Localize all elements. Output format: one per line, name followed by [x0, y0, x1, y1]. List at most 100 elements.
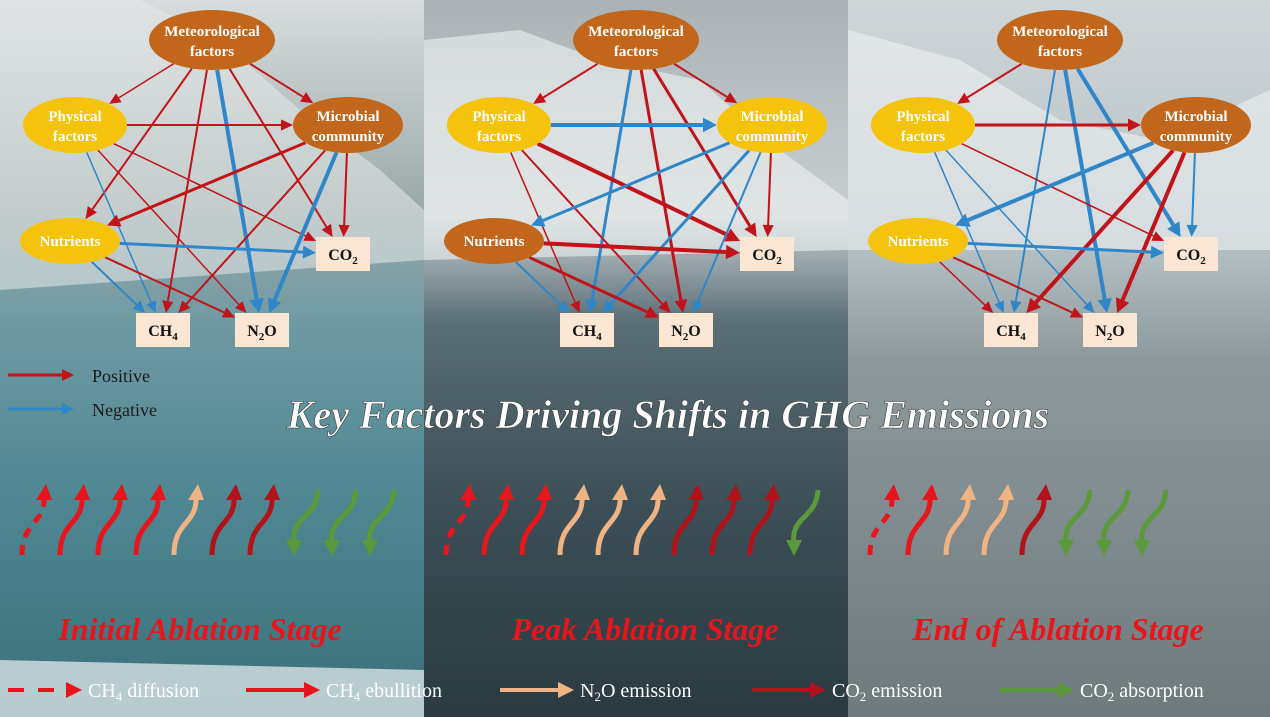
factor-label-physical: Physical	[472, 109, 525, 125]
influence-edge	[945, 149, 1088, 306]
legend-label-ch4_diffusion: CH4 diffusion	[88, 680, 199, 704]
influence-edge	[536, 141, 729, 237]
factor-label-nutrients: Nutrients	[464, 234, 525, 250]
factor-label-meteorological: factors	[614, 44, 658, 60]
influence-edge	[696, 151, 762, 303]
factor-label-meteorological: factors	[190, 44, 234, 60]
influence-edge	[514, 261, 562, 306]
influence-edge	[967, 241, 1152, 254]
influence-arrowhead	[762, 224, 774, 237]
influence-arrowhead	[674, 299, 688, 313]
influence-arrowhead	[1150, 245, 1164, 259]
factor-label-nutrients: Nutrients	[888, 234, 949, 250]
gas-label-n2o: N2O	[247, 323, 277, 343]
influence-arrowhead	[994, 300, 1004, 313]
influence-arrowhead	[955, 213, 971, 227]
factor-node-nutrients	[444, 218, 544, 264]
influence-edge	[767, 152, 772, 226]
flux-arrow-n	[171, 484, 204, 556]
legend-label-co2_absorption: CO2 absorption	[1080, 680, 1204, 704]
influence-edge	[510, 151, 576, 303]
influence-edge	[166, 69, 208, 302]
flux-arrow-a	[786, 489, 821, 556]
factor-label-meteorological: factors	[1038, 44, 1082, 60]
influence-arrowhead	[957, 92, 971, 104]
influence-arrowhead	[300, 92, 314, 104]
factor-node-microbial	[1141, 97, 1251, 153]
influence-edge	[952, 256, 1073, 314]
gas-label-ch4: CH4	[148, 323, 178, 343]
influence-edge	[113, 142, 306, 237]
influence-arrowhead	[85, 206, 97, 220]
gas-label-ch4: CH4	[572, 323, 602, 343]
flux-arrow-n	[595, 484, 628, 556]
stage-label-initial: Initial Ablation Stage	[57, 611, 341, 647]
factor-label-physical: factors	[477, 129, 521, 145]
influence-arrowhead	[221, 307, 235, 318]
influence-edge	[228, 68, 328, 228]
influence-arrowhead	[234, 300, 247, 313]
legend-negative-label: Negative	[92, 400, 157, 420]
influence-arrowhead	[1097, 297, 1112, 313]
factor-node-meteorological	[573, 10, 699, 70]
influence-edge	[543, 241, 727, 255]
flux-arrow-n	[633, 484, 666, 556]
influence-arrowhead	[321, 223, 333, 237]
factor-label-microbial: Microbial	[1164, 109, 1227, 125]
flux-arrow-c	[247, 484, 280, 556]
mountain-shape	[0, 0, 424, 290]
influence-edge	[249, 63, 304, 98]
influence-edge	[272, 151, 339, 301]
gas-label-ch4: CH4	[996, 323, 1026, 343]
factor-label-microbial: Microbial	[316, 109, 379, 125]
legend-label-n2o_emission: N2O emission	[580, 680, 692, 704]
factor-node-physical	[871, 97, 975, 153]
flux-arrow-a	[324, 489, 359, 556]
influence-arrowhead	[602, 299, 616, 313]
influence-edge	[934, 151, 1000, 303]
flux-arrow-a	[1096, 489, 1131, 556]
factor-node-microbial	[717, 97, 827, 153]
influence-edge	[590, 69, 633, 301]
flux-arrow-d	[19, 484, 52, 556]
influence-arrowhead	[724, 92, 738, 104]
flux-arrow-a	[1134, 489, 1169, 556]
influence-arrowhead	[533, 92, 547, 104]
flux-arrow-c	[709, 484, 742, 556]
flux-arrow-n	[943, 484, 976, 556]
gas-node-ch4	[136, 313, 190, 347]
influence-arrowhead	[1128, 118, 1141, 132]
legend-arrowhead-ch4_ebullition	[304, 682, 320, 698]
factor-label-nutrients: Nutrients	[40, 234, 101, 250]
influence-arrowhead	[302, 245, 316, 259]
influence-arrowhead	[1082, 300, 1095, 313]
influence-edge	[119, 241, 304, 254]
influence-arrowhead	[658, 300, 671, 313]
influence-edge	[967, 140, 1155, 223]
factor-node-meteorological	[149, 10, 275, 70]
influence-edge	[185, 149, 326, 305]
positive-arrowhead-icon	[62, 369, 74, 381]
influence-arrowhead	[162, 300, 174, 313]
influence-edge	[673, 63, 728, 98]
factor-label-physical: factors	[901, 129, 945, 145]
flux-arrow-e	[95, 484, 128, 556]
factor-label-physical: factors	[53, 129, 97, 145]
flux-arrow-c	[747, 484, 780, 556]
influence-edge	[609, 149, 751, 305]
influence-arrowhead	[1069, 307, 1083, 318]
influence-edge	[1191, 152, 1196, 226]
gas-node-co2	[316, 237, 370, 271]
influence-arrowhead	[644, 306, 659, 318]
influence-arrowhead	[281, 119, 293, 131]
factor-label-meteorological: Meteorological	[164, 24, 260, 40]
factor-node-nutrients	[20, 218, 120, 264]
influence-edge	[542, 62, 599, 99]
flux-arrow-e	[481, 484, 514, 556]
factor-label-physical: Physical	[896, 109, 949, 125]
factor-label-microbial: Microbial	[740, 109, 803, 125]
gas-node-co2	[1164, 237, 1218, 271]
influence-edge	[97, 149, 240, 306]
influence-edge	[1063, 69, 1107, 300]
